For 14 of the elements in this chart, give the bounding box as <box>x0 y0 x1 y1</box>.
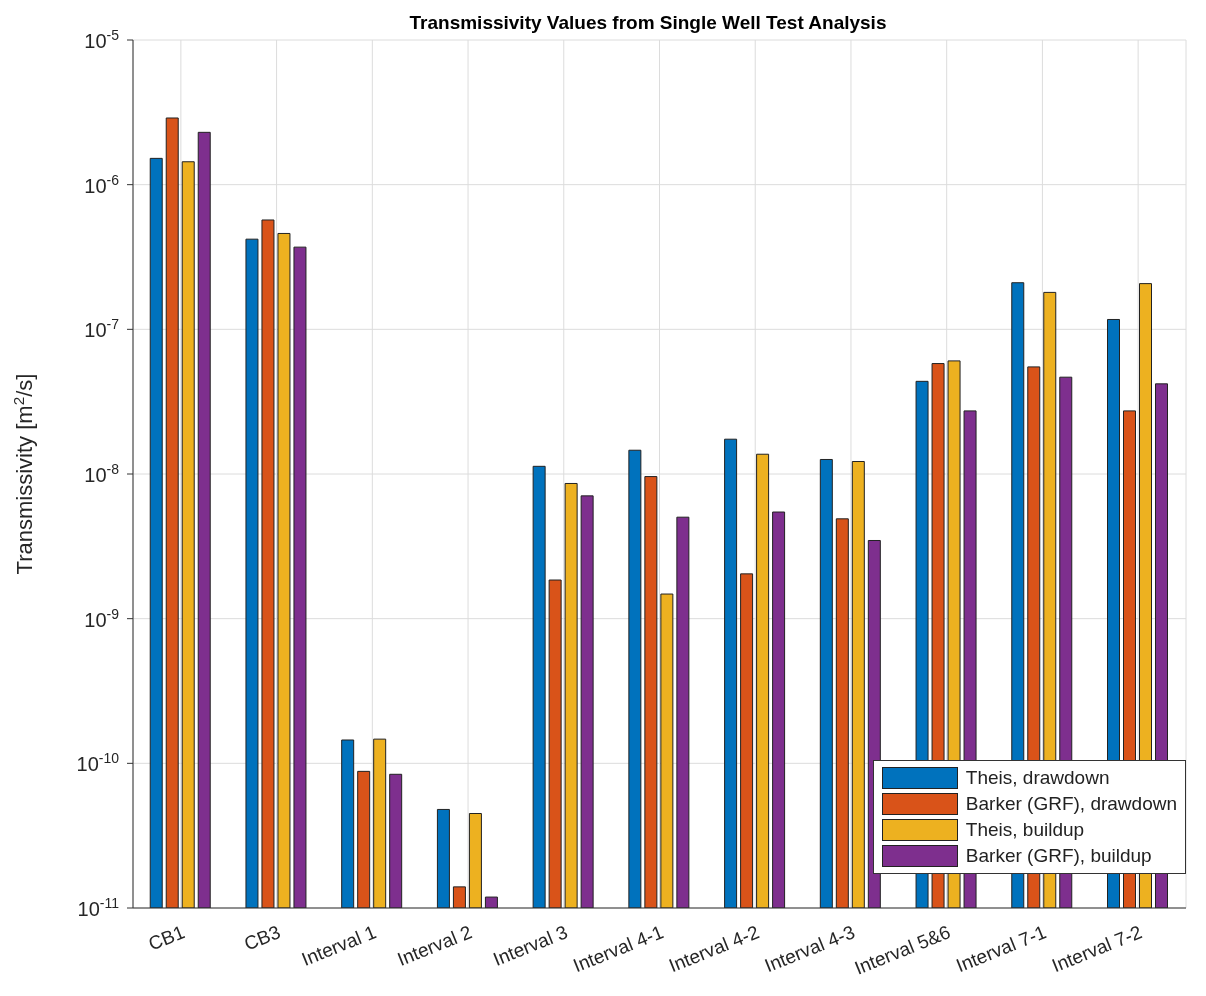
legend-label: Theis, drawdown <box>965 767 1110 789</box>
y-tick-label: 10$^{-5}$ <box>84 27 120 52</box>
y-tick-label: 10$^{-9}$ <box>84 605 120 631</box>
y-tick-label: 10$^{-6}$ <box>84 171 120 197</box>
legend-label: Barker (GRF), buildup <box>965 845 1152 867</box>
y-tick-label: 10$^{-8}$ <box>84 461 120 486</box>
y-tick-label: 10$^{-10}$ <box>76 750 120 776</box>
legend-label: Theis, buildup <box>965 819 1085 841</box>
y-tick-label: 10$^{-11}$ <box>77 895 120 920</box>
y-tick-label: 10$^{-7}$ <box>84 316 120 342</box>
x-tick-label: CB1 <box>145 921 188 955</box>
chart-title: Transmissivity Values from Single Well Test Analysis <box>408 12 888 34</box>
legend-label: Barker (GRF), drawdown <box>965 793 1177 815</box>
x-tick-label: CB3 <box>241 921 284 955</box>
